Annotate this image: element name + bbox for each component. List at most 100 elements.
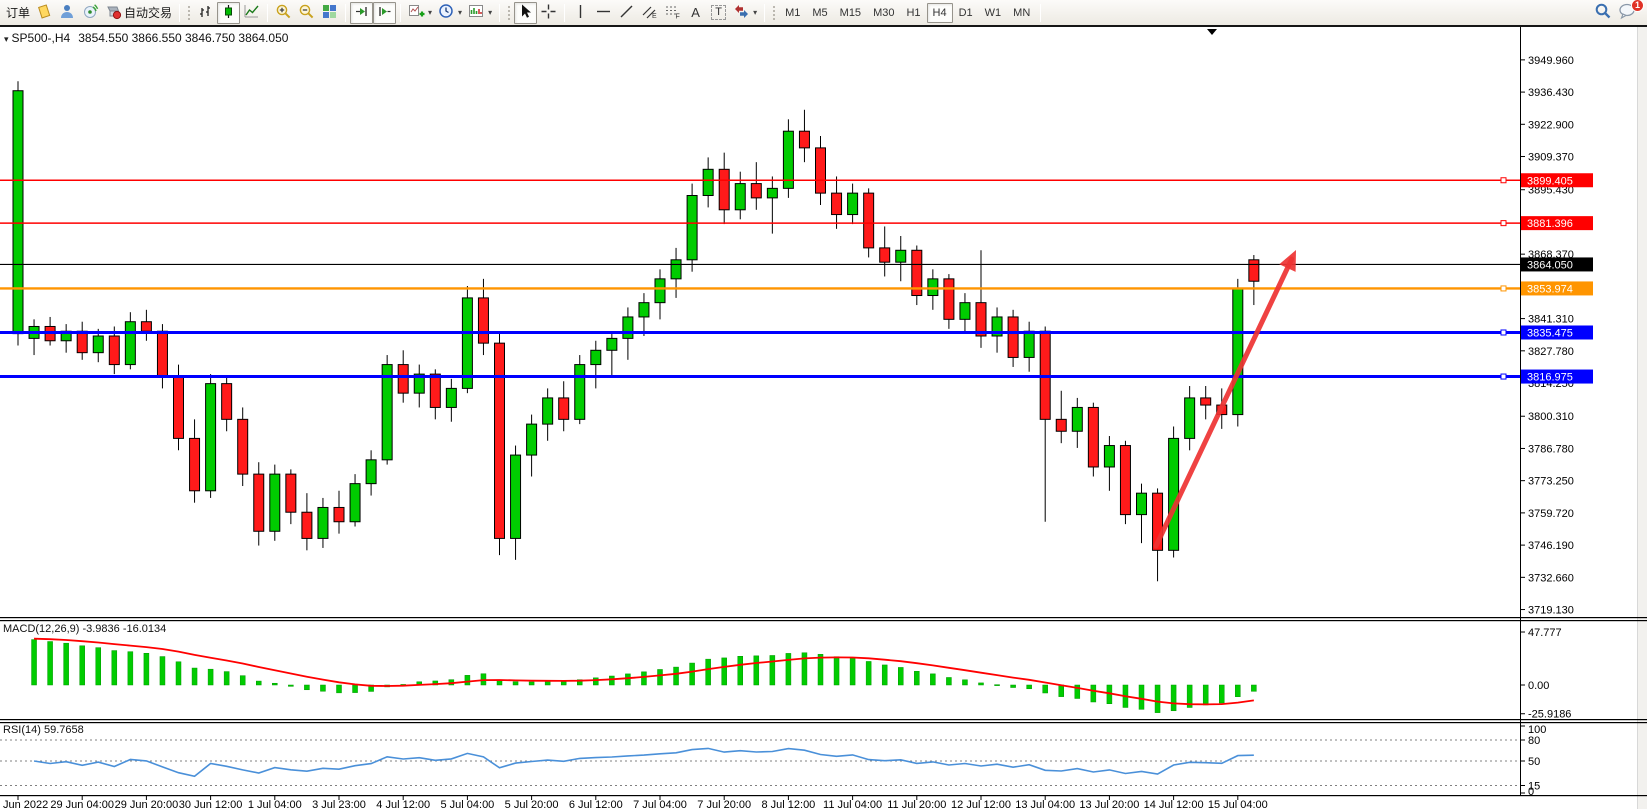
price-tick-label: 3746.190: [1528, 540, 1574, 552]
timeframe-button-mn[interactable]: MN: [1013, 6, 1031, 19]
new-order-button[interactable]: 订单: [3, 2, 33, 24]
timeframe-button-h4[interactable]: H4: [926, 2, 953, 23]
timeframe-button-h1[interactable]: H1: [906, 6, 921, 19]
line-chart-button[interactable]: [240, 2, 263, 24]
toolbar-separator: [345, 3, 347, 22]
candle: [638, 302, 650, 318]
macd-histogram-bar: [31, 639, 37, 686]
macd-histogram-bar: [95, 647, 101, 686]
timeframe-button-m1[interactable]: M1: [785, 6, 801, 19]
candlestick-chart-button[interactable]: [217, 1, 241, 24]
text-label-button[interactable]: T: [707, 2, 730, 24]
rsi-tick-label: 0: [1528, 786, 1534, 798]
price-tick-label: 3827.780: [1528, 346, 1574, 358]
timeframe-button-d1[interactable]: D1: [958, 6, 973, 19]
tile-windows-button[interactable]: [318, 2, 341, 24]
macd-tick-label: 0.00: [1528, 680, 1549, 692]
candle: [863, 192, 875, 249]
candle: [140, 321, 152, 332]
market-watch-button[interactable]: [33, 2, 56, 24]
text-tool-button[interactable]: A: [684, 2, 707, 24]
add-indicator-button[interactable]: ▾: [405, 2, 435, 24]
macd-histogram-bar: [175, 661, 182, 686]
search-button[interactable]: [1591, 2, 1615, 24]
rsi-tick-label: 50: [1528, 756, 1540, 768]
macd-histogram-bar: [1042, 684, 1048, 694]
candle: [1200, 397, 1212, 406]
line-handle: [1500, 329, 1507, 336]
price-tag-label: 3816.975: [1527, 372, 1573, 384]
shift-chart-end-button[interactable]: [350, 1, 374, 24]
equidistant-channel-button[interactable]: E: [638, 2, 661, 24]
candle: [782, 130, 794, 189]
candle: [317, 506, 329, 539]
notifications-button[interactable]: 1: [1615, 0, 1644, 24]
autotrade-icon: [105, 3, 122, 23]
chart-window: 3949.960 3936.430 3922.900 3909.370 3895.430…: [0, 27, 1647, 809]
macd-histogram-bar: [1219, 684, 1225, 704]
macd-panel: 47.777 0.00 -25.9186: [31, 627, 1571, 721]
zoom-out-button[interactable]: [295, 2, 318, 24]
timeframe-button-w1[interactable]: W1: [984, 6, 1002, 19]
macd-histogram-bar: [881, 664, 888, 686]
candle: [173, 375, 184, 439]
macd-histogram-bar: [1138, 684, 1145, 710]
autotrade-button[interactable]: 自动交易: [102, 2, 175, 24]
candle: [365, 459, 377, 485]
macd-histogram-bar: [946, 677, 952, 686]
timeframe-button-m5[interactable]: M5: [812, 6, 828, 19]
network-status-button[interactable]: [79, 2, 102, 24]
macd-histogram-bar: [320, 684, 326, 692]
trend-arrow-head: [1279, 250, 1296, 272]
macd-histogram-bar: [801, 652, 808, 686]
price-tag: [1521, 257, 1593, 272]
arrow-shapes-button[interactable]: ▾: [730, 2, 760, 24]
time-tick-label: 13 Jul 20:00: [1079, 799, 1139, 809]
candle: [1071, 406, 1083, 432]
chart-canvas[interactable]: 3949.960 3936.430 3922.900 3909.370 3895.430…: [0, 27, 1647, 809]
macd-histogram-bar: [79, 645, 85, 686]
timeframe-button-m15[interactable]: M15: [839, 6, 862, 19]
cursor-button[interactable]: [514, 1, 538, 24]
macd-histogram-bar: [1090, 684, 1097, 703]
macd-histogram-bar: [817, 654, 824, 686]
candle: [221, 383, 233, 420]
chart-shift-marker-icon: [1207, 29, 1217, 35]
horizontal-line-button[interactable]: [592, 2, 615, 24]
time-tick-label: 11 Jul 20:00: [887, 799, 946, 809]
vertical-line-button[interactable]: [569, 2, 592, 24]
auto-scroll-button[interactable]: [373, 1, 397, 24]
shift-chart-end-icon: [353, 3, 370, 23]
bar-chart-button[interactable]: [194, 2, 217, 24]
price-axis[interactable]: 3949.960 3936.430 3922.900 3909.370 3895.430…: [1520, 55, 1574, 617]
candle: [477, 297, 489, 344]
level-lines[interactable]: 3899.405 3881.396 3864.050 3853.974 3835.475…: [0, 173, 1593, 384]
price-tick-label: 3732.660: [1528, 572, 1574, 584]
candle: [237, 418, 249, 475]
candle: [381, 364, 393, 461]
price-tick-label: 3786.780: [1528, 443, 1574, 455]
chart-template-icon: [468, 3, 485, 23]
macd-histogram-bar: [689, 662, 695, 686]
toolbar-grip: [507, 4, 512, 21]
zoom-in-button[interactable]: [272, 2, 295, 24]
period-selector-button[interactable]: ▾: [435, 2, 465, 24]
cursor-icon: [517, 3, 534, 23]
line-chart-icon: [243, 3, 260, 23]
rsi-tick-label: 100: [1528, 724, 1546, 736]
data-window-button[interactable]: [56, 2, 79, 24]
fibonacci-retracement-button[interactable]: F: [661, 2, 684, 24]
trendline-button[interactable]: [615, 2, 638, 24]
annotations[interactable]: [1153, 250, 1296, 549]
price-tick-label: 3936.430: [1528, 87, 1574, 99]
chart-template-button[interactable]: ▾: [465, 2, 495, 24]
toolbar-grip: [772, 4, 777, 21]
crosshair-button[interactable]: [537, 2, 560, 24]
chart-dropdown-icon[interactable]: ▾: [4, 34, 9, 44]
candle: [1119, 445, 1131, 516]
timeframe-button-m30[interactable]: M30: [873, 6, 895, 19]
candle: [1007, 316, 1019, 358]
macd-histogram-bar: [1058, 684, 1064, 697]
price-tag-label: 3864.050: [1527, 259, 1573, 271]
